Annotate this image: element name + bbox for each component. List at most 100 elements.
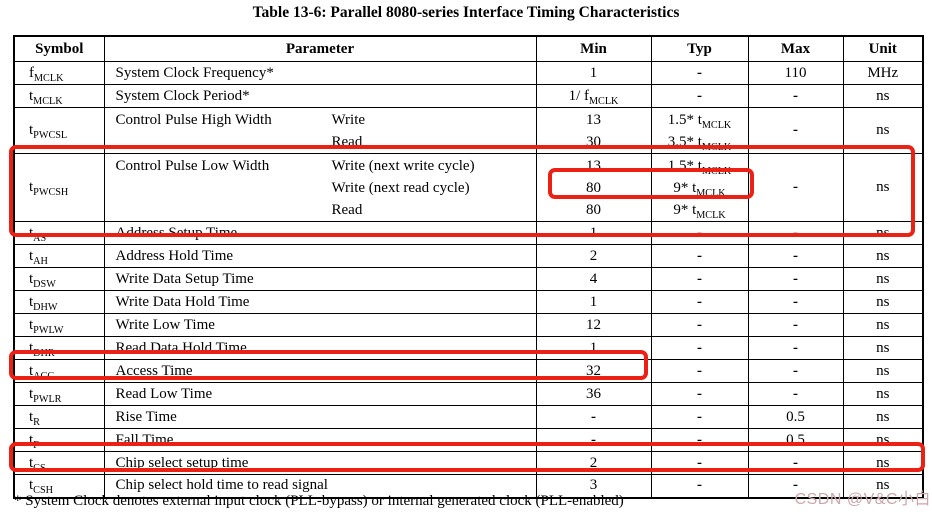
min-cell: 4 — [535, 267, 652, 291]
unit-cell: ns — [842, 290, 924, 314]
max-cell: - — [747, 84, 844, 108]
table-title: Table 13-6: Parallel 8080-series Interfa… — [252, 4, 680, 21]
min-cell: 1 — [535, 290, 652, 314]
parameter-name: Control Pulse Low Width — [115, 158, 270, 174]
min-cell: 3 — [535, 474, 652, 498]
col-header-max: Max — [747, 35, 844, 62]
parameter-cell: Address Setup Time — [103, 221, 537, 245]
unit-cell: ns — [842, 107, 924, 154]
csdn-watermark: CSDN @V&C小白 — [794, 491, 931, 508]
parameter-cell: Chip select hold time to read signal — [103, 474, 537, 498]
max-cell: - — [747, 336, 844, 360]
typ-cell: 1.5* tMCLK 9* tMCLK 9* tMCLK — [650, 153, 749, 222]
unit-cell: ns — [842, 405, 924, 429]
unit-cell: ns — [842, 382, 924, 406]
timing-characteristics-table: Symbol Parameter Min Typ Max Unit fMCLK … — [13, 35, 924, 499]
symbol-cell: tF — [13, 428, 105, 452]
typ-cell: - — [650, 451, 749, 475]
symbol-cell: tMCLK — [13, 84, 105, 108]
max-cell: - — [747, 359, 844, 383]
parameter-cell: Write Data Setup Time — [103, 267, 537, 291]
table-row-tcs: tCS Chip select setup time 2 - - ns — [13, 451, 924, 475]
parameter-name: Control Pulse High Width — [115, 112, 272, 128]
unit-cell: ns — [842, 153, 924, 222]
max-cell: - — [747, 451, 844, 475]
parameter-cell: Address Hold Time — [103, 244, 537, 268]
max-cell: 110 — [747, 61, 844, 85]
symbol-cell: tDHW — [13, 290, 105, 314]
min-cell: 2 — [535, 244, 652, 268]
max-cell: - — [747, 267, 844, 291]
typ-cell: - — [650, 313, 749, 337]
max-cell: - — [747, 313, 844, 337]
parameter-cell: Chip select setup time — [103, 451, 537, 475]
unit-cell: ns — [842, 474, 924, 498]
max-cell: - — [747, 290, 844, 314]
min-cell: 1 — [535, 61, 652, 85]
unit-cell: MHz — [842, 61, 924, 85]
symbol-cell: tPWCSL — [13, 107, 105, 154]
symbol-cell: tPWLW — [13, 313, 105, 337]
min-cell: 1 — [535, 336, 652, 360]
typ-cell: - — [650, 359, 749, 383]
typ-cell: 1.5* tMCLK 3.5* tMCLK — [650, 107, 749, 154]
max-cell: - — [747, 107, 844, 154]
symbol-cell: fMCLK — [13, 61, 105, 85]
parameter-cell: Control Pulse High Width Write Read — [103, 107, 537, 154]
table-row-tf: tF Fall Time - - 0.5 ns — [13, 428, 924, 452]
max-cell: - — [747, 221, 844, 245]
col-header-parameter: Parameter — [103, 35, 537, 62]
parameter-cell: Fall Time — [103, 428, 537, 452]
symbol-cell: tAH — [13, 244, 105, 268]
table-row-tdsw: tDSW Write Data Setup Time 4 - - ns — [13, 267, 924, 291]
symbol-cell: tDHR — [13, 336, 105, 360]
table-row-fmclk: fMCLK System Clock Frequency* 1 - 110 MH… — [13, 61, 924, 85]
max-cell: - — [747, 474, 844, 498]
min-cell: 2 — [535, 451, 652, 475]
max-cell: 0.5 — [747, 405, 844, 429]
min-cell: 13 80 80 — [535, 153, 652, 222]
symbol-cell: tPWCSH — [13, 153, 105, 222]
table-row-tpwcsl: tPWCSL Control Pulse High Width Write Re… — [13, 107, 924, 154]
symbol-cell: tAS — [13, 221, 105, 245]
table-row-tpwcsh: tPWCSH Control Pulse Low Width Write (ne… — [13, 153, 924, 222]
symbol-cell: tACC — [13, 359, 105, 383]
max-cell: - — [747, 244, 844, 268]
col-header-unit: Unit — [842, 35, 924, 62]
parameter-conditions: Write (next write cycle) Write (next rea… — [331, 158, 475, 218]
typ-cell: - — [650, 84, 749, 108]
table-row-tpwlw: tPWLW Write Low Time 12 - - ns — [13, 313, 924, 337]
unit-cell: ns — [842, 221, 924, 245]
table-row-tmclk: tMCLK System Clock Period* 1/ fMCLK - - … — [13, 84, 924, 108]
table-row-tdhw: tDHW Write Data Hold Time 1 - - ns — [13, 290, 924, 314]
table-row-tpwlr: tPWLR Read Low Time 36 - - ns — [13, 382, 924, 406]
table-row-tah: tAH Address Hold Time 2 - - ns — [13, 244, 924, 268]
parameter-cell: Control Pulse Low Width Write (next writ… — [103, 153, 537, 222]
header-row: Symbol Parameter Min Typ Max Unit — [13, 35, 924, 62]
unit-cell: ns — [842, 244, 924, 268]
typ-cell: - — [650, 336, 749, 360]
parameter-conditions: Write Read — [331, 112, 366, 150]
typ-cell: - — [650, 61, 749, 85]
parameter-cell: Read Data Hold Time — [103, 336, 537, 360]
symbol-cell: tCS — [13, 451, 105, 475]
typ-cell: - — [650, 221, 749, 245]
typ-cell: - — [650, 474, 749, 498]
symbol-cell: tCSH — [13, 474, 105, 498]
unit-cell: ns — [842, 428, 924, 452]
min-cell: - — [535, 405, 652, 429]
min-cell: - — [535, 428, 652, 452]
footnote: * System Clock denotes external input cl… — [14, 493, 624, 509]
min-cell: 12 — [535, 313, 652, 337]
parameter-cell: Write Low Time — [103, 313, 537, 337]
max-cell: - — [747, 153, 844, 222]
min-cell: 1/ fMCLK — [535, 84, 652, 108]
unit-cell: ns — [842, 451, 924, 475]
unit-cell: ns — [842, 267, 924, 291]
col-header-min: Min — [535, 35, 652, 62]
min-cell: 13 30 — [535, 107, 652, 154]
table-row-tcsh: tCSH Chip select hold time to read signa… — [13, 474, 924, 498]
typ-cell: - — [650, 428, 749, 452]
parameter-cell: Access Time — [103, 359, 537, 383]
